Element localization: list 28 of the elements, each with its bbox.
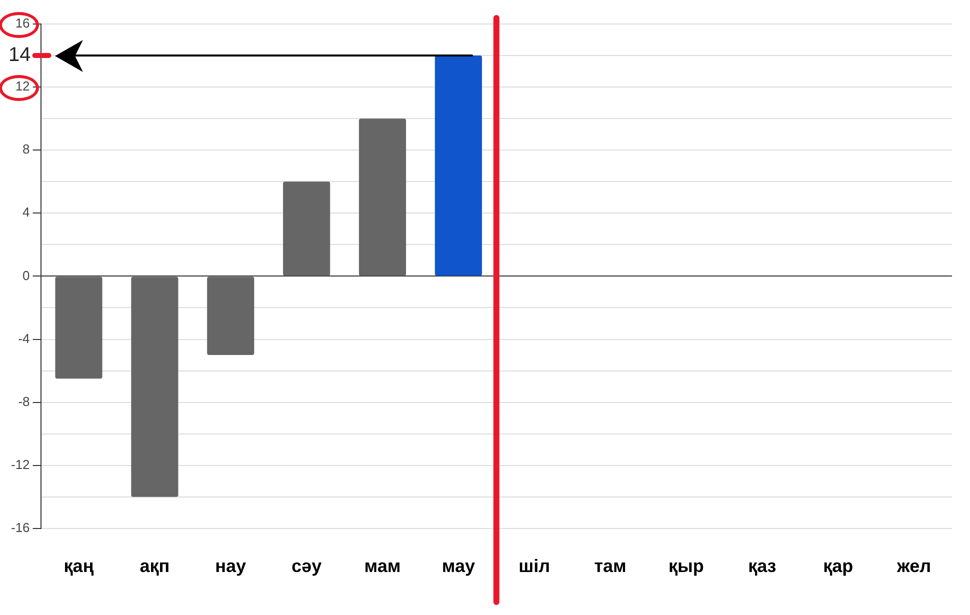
ref-line-label: 14: [8, 44, 31, 66]
y-tick-label: 16: [15, 16, 30, 31]
x-tick-label: там: [594, 556, 626, 576]
x-tick-label: қаң: [64, 556, 94, 576]
y-tick-label: 4: [22, 204, 30, 220]
y-tick-label: -4: [18, 330, 30, 346]
x-tick-label: қыр: [668, 556, 704, 576]
x-tick-label: нау: [215, 556, 246, 576]
x-tick-label: мам: [364, 556, 401, 576]
bar: [358, 118, 406, 276]
y-tick-label: -16: [10, 520, 30, 535]
x-tick-label: қар: [823, 556, 854, 576]
x-tick-label: шіл: [518, 556, 550, 576]
bar: [434, 56, 482, 276]
bar: [131, 276, 178, 497]
y-tick-label: -8: [18, 394, 30, 409]
bar: [207, 276, 254, 356]
bar: [283, 182, 330, 276]
x-tick-label: ақп: [140, 556, 170, 576]
y-tick-label: 12: [15, 78, 30, 94]
x-tick-label: сәу: [292, 556, 322, 576]
bar: [55, 276, 102, 379]
y-tick-label: 0: [22, 268, 30, 283]
y-tick-label: 8: [22, 142, 30, 157]
y-tick-label: -12: [10, 456, 30, 472]
x-tick-label: жел: [896, 556, 932, 576]
x-tick-label: мау: [442, 556, 475, 576]
x-tick-label: қаз: [748, 556, 776, 576]
